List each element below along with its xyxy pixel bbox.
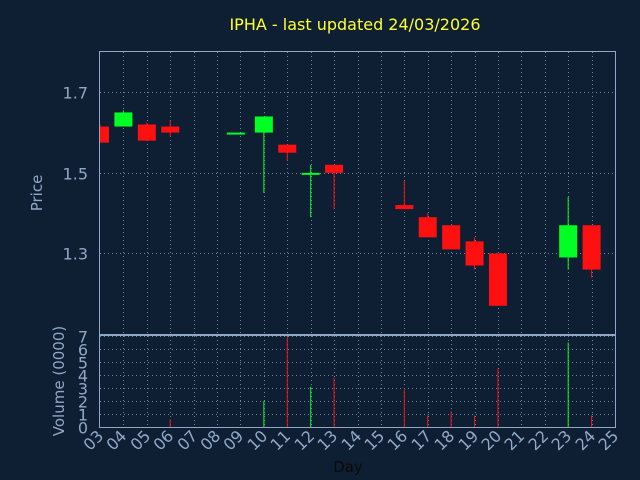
candle-body	[488, 253, 507, 306]
price-axis-label: Price	[28, 175, 46, 212]
x-tick-label: 25	[594, 426, 622, 454]
candle-body	[161, 126, 180, 133]
candle-body	[325, 164, 344, 173]
volume-bars	[169, 337, 593, 427]
price-panel-frame	[99, 51, 616, 335]
price-grid	[100, 52, 615, 334]
candle-body	[418, 217, 437, 238]
volume-tick-label: 3	[78, 380, 88, 399]
x-axis-label: Day	[333, 458, 363, 476]
volume-axis-label: Volume (0000)	[50, 326, 68, 436]
candle-body	[559, 225, 578, 258]
price-candles	[100, 110, 601, 306]
volume-tick-label: 1	[78, 406, 88, 425]
candle-body	[254, 116, 273, 133]
volume-tick-label: 4	[78, 367, 88, 386]
candle-body	[442, 225, 461, 250]
volume-panel-frame	[99, 335, 616, 428]
volume-grid	[100, 336, 615, 428]
x-ticks: 0304050607080910111213141516171819202122…	[79, 426, 622, 454]
candle-body	[582, 225, 601, 270]
volume-tick-label: 0	[78, 419, 88, 438]
candle-body	[114, 112, 133, 127]
candle-body	[301, 172, 320, 175]
volume-tick-label: 2	[78, 393, 88, 412]
candle-body	[465, 241, 484, 266]
volume-tick-label: 5	[78, 354, 88, 373]
price-tick-label: 1.3	[63, 245, 88, 264]
volume-tick-label: 7	[78, 328, 88, 347]
candle-body	[100, 126, 109, 143]
candle-body	[278, 144, 297, 153]
candle-body	[137, 124, 156, 141]
price-tick-label: 1.7	[63, 84, 88, 103]
price-y-ticks: 1.3 1.5 1.7	[63, 84, 88, 264]
candle-body	[226, 132, 245, 135]
candle-body	[395, 205, 414, 210]
price-tick-label: 1.5	[63, 165, 88, 184]
chart-title: IPHA - last updated 24/03/2026	[229, 15, 480, 34]
volume-tick-label: 6	[78, 341, 88, 360]
